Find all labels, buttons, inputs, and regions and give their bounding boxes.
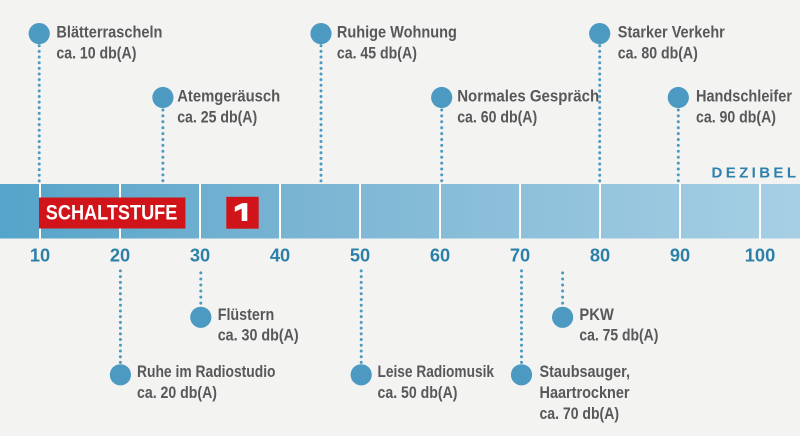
svg-text:Atemgeräusch: Atemgeräusch bbox=[177, 86, 280, 105]
svg-text:Normales Gespräch: Normales Gespräch bbox=[457, 86, 599, 105]
svg-text:PKW: PKW bbox=[579, 305, 614, 324]
svg-text:60: 60 bbox=[430, 244, 450, 265]
svg-text:Ruhe im Radiostudio: Ruhe im Radiostudio bbox=[137, 362, 276, 381]
svg-text:20: 20 bbox=[110, 244, 130, 265]
svg-text:Flüstern: Flüstern bbox=[218, 305, 275, 324]
svg-text:Starker Verkehr: Starker Verkehr bbox=[618, 23, 725, 42]
svg-text:50: 50 bbox=[350, 244, 370, 265]
svg-text:10: 10 bbox=[30, 244, 50, 265]
svg-text:Ruhige Wohnung: Ruhige Wohnung bbox=[337, 23, 457, 42]
svg-text:DEZIBEL: DEZIBEL bbox=[712, 164, 797, 181]
svg-text:SCHALTSTUFE: SCHALTSTUFE bbox=[46, 202, 178, 225]
svg-text:Blätterrascheln: Blätterrascheln bbox=[56, 23, 162, 42]
svg-text:ca. 75 db(A): ca. 75 db(A) bbox=[579, 326, 658, 345]
svg-text:Handschleifer: Handschleifer bbox=[696, 86, 792, 105]
svg-text:Haartrockner: Haartrockner bbox=[540, 383, 630, 402]
svg-text:70: 70 bbox=[510, 244, 530, 265]
svg-text:Staubsauger,: Staubsauger, bbox=[540, 362, 631, 381]
svg-text:ca. 60 db(A): ca. 60 db(A) bbox=[457, 107, 537, 126]
svg-text:ca. 80 db(A): ca. 80 db(A) bbox=[618, 44, 698, 63]
svg-text:Leise Radiomusik: Leise Radiomusik bbox=[378, 362, 495, 381]
svg-text:ca. 70 db(A): ca. 70 db(A) bbox=[540, 404, 620, 423]
svg-text:ca. 20 db(A): ca. 20 db(A) bbox=[137, 383, 217, 402]
svg-text:ca. 25 db(A): ca. 25 db(A) bbox=[177, 107, 257, 126]
svg-text:ca. 30 db(A): ca. 30 db(A) bbox=[218, 326, 299, 345]
svg-text:30: 30 bbox=[190, 244, 210, 265]
svg-text:90: 90 bbox=[670, 244, 690, 265]
svg-text:ca. 90 db(A): ca. 90 db(A) bbox=[696, 107, 776, 126]
svg-text:ca. 10 db(A): ca. 10 db(A) bbox=[56, 44, 136, 63]
svg-text:40: 40 bbox=[270, 244, 290, 265]
svg-text:100: 100 bbox=[745, 244, 776, 265]
svg-text:ca. 45 db(A): ca. 45 db(A) bbox=[337, 44, 417, 63]
svg-text:80: 80 bbox=[590, 244, 610, 265]
svg-text:ca. 50 db(A): ca. 50 db(A) bbox=[378, 383, 458, 402]
